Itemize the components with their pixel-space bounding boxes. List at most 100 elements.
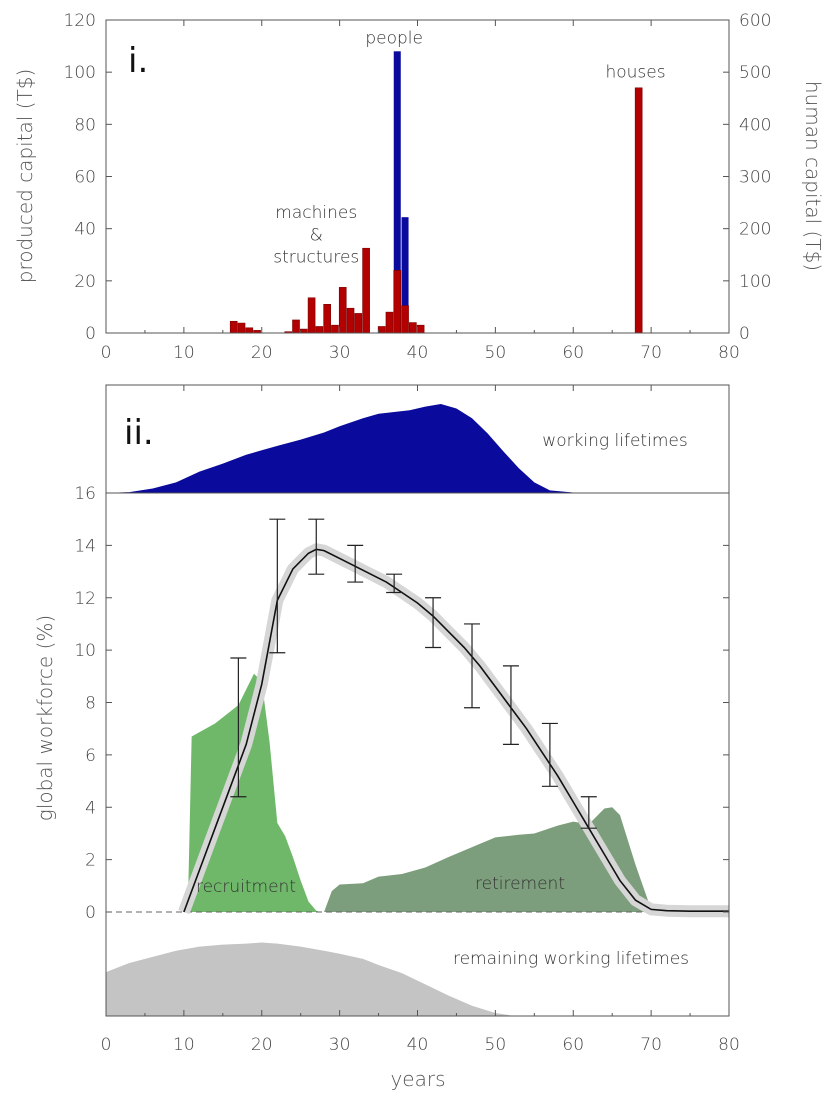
panel-i-x-tick-label-2: 20 [251, 343, 273, 363]
panel-ii-x-tick-label-4: 40 [407, 1035, 429, 1055]
produced-capital-bar-9 [323, 304, 331, 334]
panel-i-x-tick-label-3: 30 [329, 343, 351, 363]
observed-errorbars [230, 518, 597, 829]
human-capital-bar-0 [393, 51, 401, 334]
panel-ii-x-tick-label-1: 10 [173, 1035, 195, 1055]
panel-i-left-tick-label-5: 100 [64, 63, 96, 83]
panel-i-right-y-axis: 0 100 200 300 400 500 600 [723, 11, 771, 344]
produced-capital-bar-20 [416, 324, 425, 334]
working-lifetimes-area [106, 404, 729, 493]
panel-i-right-tick-label-2: 200 [739, 220, 771, 240]
panel-ii-y-tick-label-3: 6 [85, 746, 96, 766]
panel-i-x-axis: 0 10 20 30 40 50 60 70 80 [101, 20, 740, 363]
produced-capital-bar-18 [401, 305, 409, 334]
panel-ii-y-tick-label-2: 4 [85, 798, 96, 818]
panel-ii-label: ii. [124, 413, 154, 453]
panel-i-right-tick-label-5: 500 [739, 63, 771, 83]
panel-i-annotation-4: structures [273, 248, 359, 268]
panel-i-left-tick-label-4: 80 [74, 115, 96, 135]
panel-ii-x-tick-label-3: 30 [329, 1035, 351, 1055]
panel-ii-x-tick-label-7: 70 [640, 1035, 662, 1055]
errorbar-7 [502, 665, 519, 746]
produced-capital-bar-15 [377, 326, 386, 334]
errorbar-0 [230, 657, 247, 798]
panel-i-x-tick-label-6: 60 [562, 343, 584, 363]
panel-i-right-axis-title: human capital (T$) [801, 81, 825, 271]
panel-i-x-tick-label-4: 40 [407, 343, 429, 363]
produced-capital-bar-13 [354, 313, 363, 334]
produced-capital-bar-0 [229, 320, 238, 334]
produced-capital-bar-5 [292, 319, 300, 334]
produced-capital-bar-2 [245, 327, 254, 334]
produced-capital-bar-16 [385, 311, 394, 334]
panel-i-annotations: people houses machines& structures [273, 28, 665, 267]
panel-ii-y-tick-label-7: 14 [74, 536, 96, 556]
panel-i-right-tick-label-3: 300 [739, 168, 771, 188]
produced-capital-bar-11 [338, 287, 347, 334]
panel-i-left-tick-label-2: 40 [74, 220, 96, 240]
panel-ii-x-tick-label-0: 0 [101, 1035, 112, 1055]
panel-ii-y-axis-title: global workforce (%) [33, 615, 57, 821]
panel-ii-x-tick-label-8: 80 [718, 1035, 740, 1055]
produced-capital-bars [229, 87, 643, 334]
panel-ii-y-tick-label-8: 16 [74, 484, 96, 504]
errorbar-2 [308, 518, 325, 575]
errorbar-5 [425, 597, 442, 649]
produced-capital-bar-14 [362, 247, 370, 334]
panel-i-annotation-2: machines [275, 203, 357, 223]
panel-i-left-axis-title: produced capital (T$) [13, 69, 37, 284]
errorbar-8 [541, 722, 558, 787]
errorbar-3 [347, 544, 364, 583]
panel-i-right-tick-label-0: 0 [739, 324, 750, 344]
panel-i-right-tick-label-6: 600 [739, 11, 771, 31]
panel-i-x-tick-label-5: 50 [485, 343, 507, 363]
panel-i-left-y-axis: 0 20 40 60 80 100 120 [64, 11, 112, 344]
panel-ii-y-tick-label-5: 10 [74, 641, 96, 661]
panel-ii-workforce: 0 10 20 30 40 50 60 70 80 0 2 4 6 8 10 12 14 16 ii. work… [33, 384, 740, 1091]
panel-i-x-tick-label-8: 80 [718, 343, 740, 363]
panel-i-left-tick-label-6: 120 [64, 11, 96, 31]
errorbar-9 [580, 796, 597, 829]
produced-capital-bar-1 [237, 322, 246, 334]
produced-capital-bar-6 [299, 328, 308, 334]
panel-i-annotation-1: houses [605, 62, 665, 82]
panel-i-x-tick-label-7: 70 [640, 343, 662, 363]
errorbar-4 [386, 573, 403, 594]
produced-capital-bar-21 [634, 87, 643, 334]
panel-i-left-tick-label-1: 20 [74, 272, 96, 292]
panel-ii-x-tick-label-2: 20 [251, 1035, 273, 1055]
panel-i-annotation-3: & [310, 225, 323, 245]
panel-ii-y-tick-label-1: 2 [85, 851, 96, 871]
produced-capital-bar-17 [393, 270, 402, 334]
panel-i-right-tick-label-4: 400 [739, 115, 771, 135]
panel-ii-y-tick-label-4: 8 [85, 694, 96, 714]
panel-i-x-tick-label-0: 0 [101, 343, 112, 363]
produced-capital-bar-8 [315, 326, 324, 334]
recruitment-label: recruitment [196, 877, 296, 897]
panel-i-x-tick-label-1: 10 [173, 343, 195, 363]
panel-i-capital-histogram: 0 10 20 30 40 50 60 70 80 0 20 40 60 80 100 120 0 100 20… [13, 11, 825, 363]
remaining-working-lifetimes-area [106, 942, 729, 1016]
panel-ii-y-axis: 0 2 4 6 8 10 12 14 16 [74, 484, 729, 923]
retirement-area [324, 807, 659, 912]
panel-ii-x-tick-label-5: 50 [485, 1035, 507, 1055]
panel-ii-y-tick-label-0: 0 [85, 903, 96, 923]
recruitment-area [187, 673, 321, 912]
produced-capital-bar-19 [409, 322, 417, 334]
errorbar-1 [269, 518, 286, 654]
panel-ii-x-axis-title: years [390, 1067, 445, 1091]
working-lifetimes-label: working lifetimes [542, 431, 687, 451]
panel-ii-x-tick-label-6: 60 [562, 1035, 584, 1055]
panel-ii-y-tick-label-6: 12 [74, 589, 96, 609]
panel-i-label: i. [128, 41, 148, 81]
errorbar-6 [464, 623, 481, 709]
produced-capital-bar-12 [346, 307, 355, 334]
produced-capital-bar-10 [331, 324, 339, 334]
panel-i-annotation-0: people [365, 28, 423, 48]
panel-i-left-tick-label-0: 0 [85, 324, 96, 344]
panel-ii-x-axis: 0 10 20 30 40 50 60 70 80 [101, 385, 740, 1055]
remaining-working-lifetimes-label: remaining working lifetimes [453, 949, 689, 969]
panel-i-left-tick-label-3: 60 [74, 168, 96, 188]
produced-capital-bar-7 [307, 297, 316, 334]
